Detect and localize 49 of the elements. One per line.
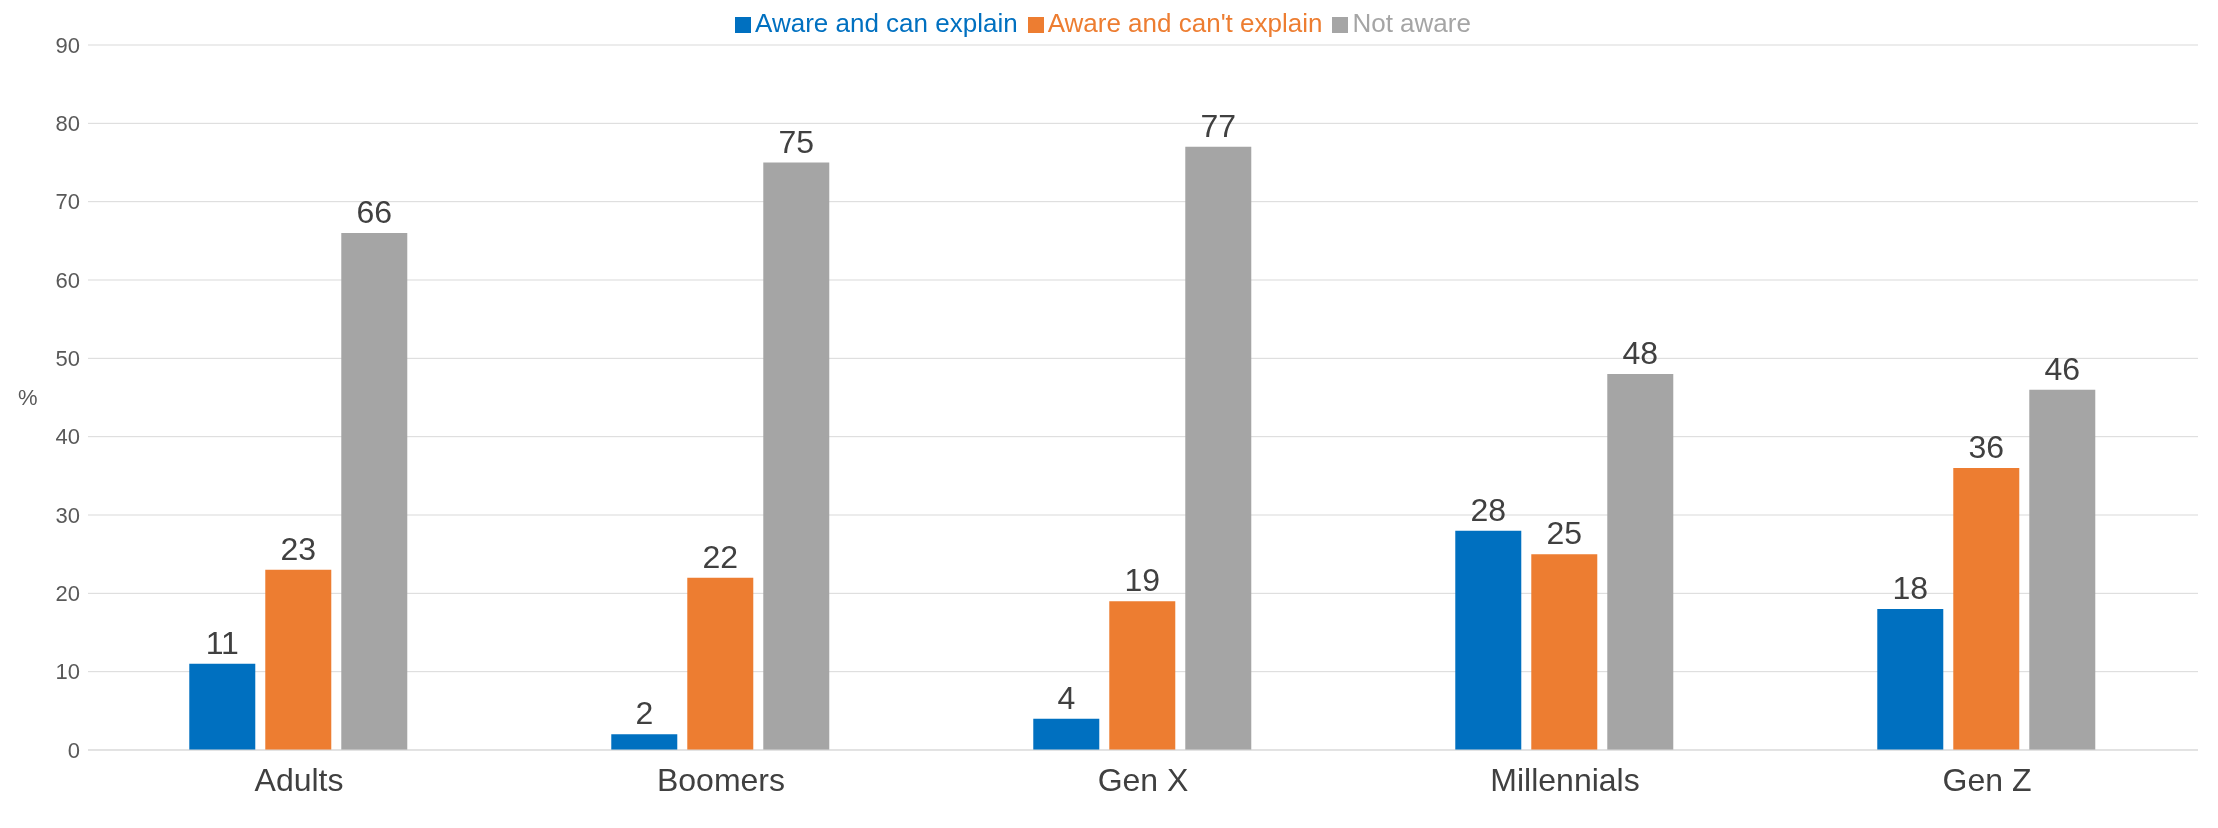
x-tick-label: Millennials: [1490, 761, 1640, 798]
y-tick-label: 60: [55, 267, 80, 293]
y-tick-label: 90: [55, 32, 80, 58]
data-label: 48: [1622, 335, 1659, 371]
bar: [687, 577, 754, 750]
bar: [1531, 554, 1598, 750]
x-tick-label: Gen Z: [1942, 761, 2032, 798]
data-label: 18: [1892, 570, 1929, 606]
data-label: 19: [1124, 562, 1161, 599]
y-tick-label: 50: [55, 346, 80, 372]
bar: [611, 734, 678, 750]
x-tick-label: Boomers: [656, 761, 786, 798]
bar: [1455, 530, 1522, 750]
data-label: 25: [1546, 515, 1583, 552]
data-label: 11: [205, 624, 239, 661]
x-tick-label: Adults: [254, 761, 344, 798]
bar: [189, 663, 256, 750]
y-tick-label: 0: [67, 737, 80, 763]
bar: [2029, 389, 2096, 750]
bar: [1185, 146, 1252, 750]
data-label: 2: [635, 695, 654, 732]
y-tick-label: 80: [55, 111, 80, 137]
bar: [265, 569, 332, 750]
data-label: 66: [356, 194, 393, 230]
data-label: 36: [1968, 429, 2005, 465]
y-tick-label: 10: [55, 659, 80, 685]
bar: [763, 162, 830, 750]
bar: [341, 233, 408, 750]
y-tick-label: 70: [55, 189, 80, 215]
data-label: 75: [778, 123, 815, 160]
y-axis-title: %: [18, 385, 38, 411]
data-label: 23: [280, 530, 317, 567]
y-tick-label: 40: [55, 424, 80, 450]
data-label: 77: [1200, 107, 1237, 144]
y-tick-label: 30: [55, 502, 80, 528]
legend-label: Not aware: [1352, 8, 1471, 38]
y-tick-label: 20: [55, 581, 80, 607]
bar: [1607, 374, 1674, 750]
data-label: 46: [2044, 350, 2081, 387]
bar: [1109, 601, 1176, 750]
data-label: 4: [1057, 679, 1076, 716]
legend-label: Aware and can explain: [755, 8, 1018, 38]
data-label: 22: [702, 538, 739, 575]
data-label: 28: [1470, 491, 1507, 528]
bar: [1877, 609, 1944, 750]
bar: [1033, 718, 1100, 750]
bar: [1953, 468, 2020, 750]
legend-label: Aware and can't explain: [1047, 8, 1323, 38]
x-tick-label: Gen X: [1097, 761, 1189, 798]
